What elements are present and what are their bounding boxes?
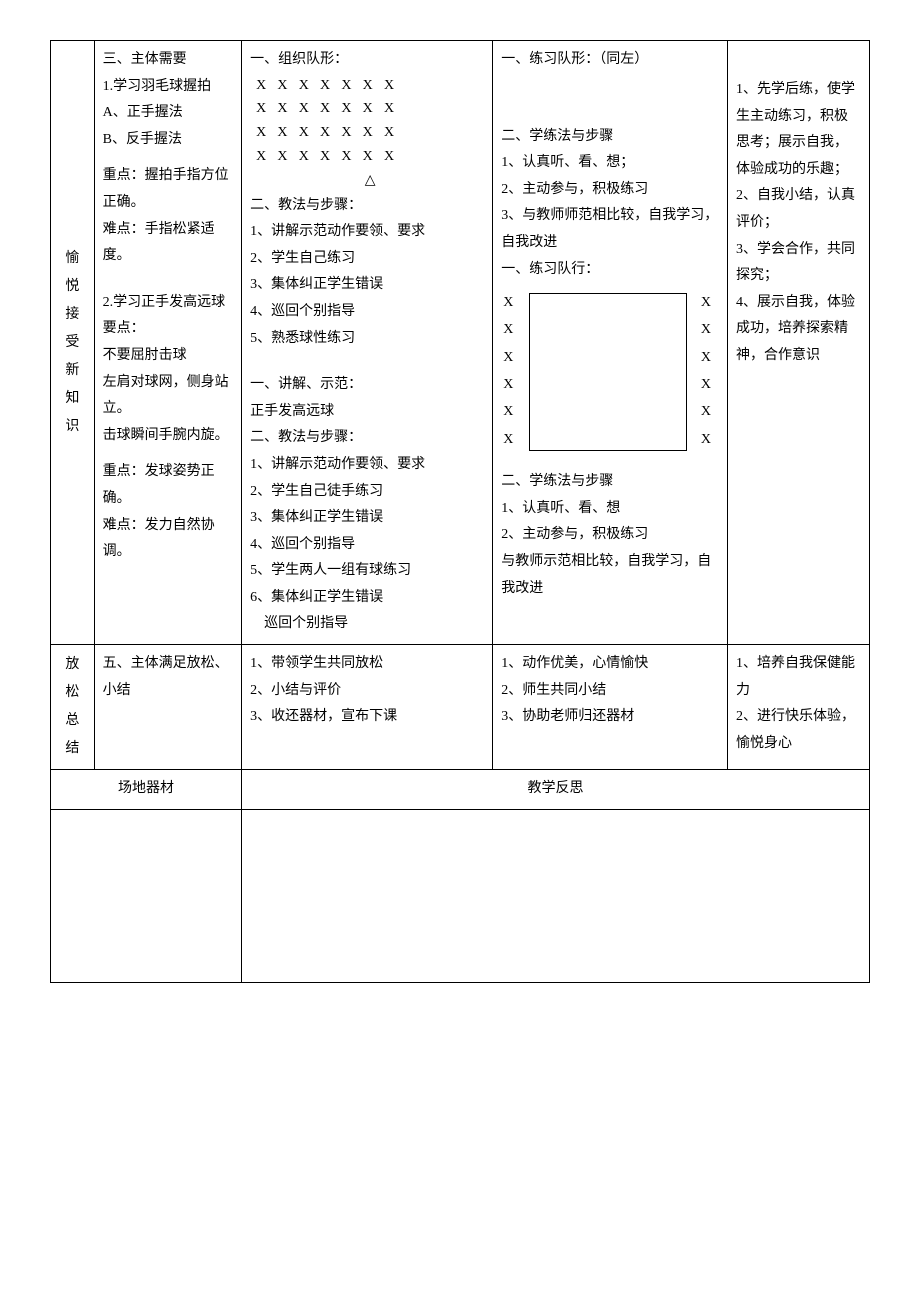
m1-u6b: 巡回个别指导 [250,611,484,638]
pair-right-col: X X X X X X [701,289,711,453]
r2m1-s1: 1、带领学生共同放松 [250,651,484,678]
m2-u2: 2、主动参与，积极练习 [501,522,719,549]
content-p2d: 击球瞬间手腕内旋。 [103,423,233,450]
pair-left-col: X X X X X X [503,289,513,453]
m1-u6: 6、集体纠正学生错误 [250,585,484,612]
row-relaxation: 放松总结 五、主体满足放松、小结 1、带领学生共同放松 2、小结与评价 3、收还… [51,645,870,770]
r2m2-s3: 3、协助老师归还器材 [501,704,719,731]
m1-u5: 5、学生两人一组有球练习 [250,558,484,585]
footer-right-header: 教学反思 [242,770,870,810]
m2-u1: 1、认真听、看、想 [501,496,719,523]
xr2: X [701,316,711,343]
m2-t1: 一、练习队形：（同左） [501,47,719,74]
m2-s1: 1、认真听、看、想； [501,150,719,177]
notes-cell-1: 1、先学后练，使学生主动练习，积极思考；展示自我，体验成功的乐趣； 2、自我小结… [728,41,870,645]
content2: 五、主体满足放松、小结 [103,651,233,704]
stage-text-1: 愉悦接受新知识 [65,245,79,441]
m1-u4: 4、巡回个别指导 [250,532,484,559]
x2: X [503,316,513,343]
content-p2a: 要点： [103,316,233,343]
footer-blank-row [51,809,870,982]
m1-s4: 4、巡回个别指导 [250,299,484,326]
m1-u3: 3、集体纠正学生错误 [250,505,484,532]
stage-text-2: 放松总结 [65,651,79,763]
r2m1-s3: 3、收还器材，宣布下课 [250,704,484,731]
method1-cell-1: 一、组织队形： XXXXXXX XXXXXXX XXXXXXX XXXXXXX … [242,41,493,645]
content-pB: B、反手握法 [103,127,233,154]
lesson-plan-table: 愉悦接受新知识 三、主体需要 1.学习羽毛球握拍 A、正手握法 B、反手握法 重… [50,40,870,983]
m1-s1: 1、讲解示范动作要领、要求 [250,219,484,246]
method2-cell-1: 一、练习队形：（同左） 二、学练法与步骤 1、认真听、看、想； 2、主动参与，积… [493,41,728,645]
x6: X [503,426,513,453]
content-p1: 1.学习羽毛球握拍 [103,74,233,101]
xr5: X [701,398,711,425]
content-h3: 三、主体需要 [103,47,233,74]
note4: 4、展示自我，体验成功，培养探索精神，合作意识 [736,290,861,370]
m2-u3: 与教师示范相比较，自我学习，自我改进 [501,549,719,602]
m1-u1: 1、讲解示范动作要领、要求 [250,452,484,479]
page: 愉悦接受新知识 三、主体需要 1.学习羽毛球握拍 A、正手握法 B、反手握法 重… [50,40,870,983]
m1-s5: 5、熟悉球性练习 [250,326,484,353]
notes-cell-2: 1、培养自我保健能力 2、进行快乐体验，愉悦身心 [728,645,870,770]
content-kpt1b: 难点：手指松紧适度。 [103,217,233,270]
r2n1: 1、培养自我保健能力 [736,651,861,704]
m1-u2: 2、学生自己徒手练习 [250,479,484,506]
content-kpt2a: 重点：发球姿势正确。 [103,459,233,512]
m1-t3: 一、讲解、示范： [250,372,484,399]
xr4: X [701,371,711,398]
r2n2: 2、进行快乐体验，愉悦身心 [736,704,861,757]
stage-label-2: 放松总结 [51,645,95,770]
m1-s2: 2、学生自己练习 [250,246,484,273]
m1-t1: 一、组织队形： [250,47,484,74]
x-row-4: XXXXXXX [256,145,484,169]
m1-t3a: 正手发高远球 [250,399,484,426]
row-main-learning: 愉悦接受新知识 三、主体需要 1.学习羽毛球握拍 A、正手握法 B、反手握法 重… [51,41,870,645]
content-kpt1a: 重点：握拍手指方位正确。 [103,163,233,216]
method2-cell-2: 1、动作优美，心情愉快 2、师生共同小结 3、协助老师归还器材 [493,645,728,770]
content-cell-2: 五、主体满足放松、小结 [94,645,241,770]
method1-cell-2: 1、带领学生共同放松 2、小结与评价 3、收还器材，宣布下课 [242,645,493,770]
footer-left-blank [51,809,242,982]
content-p2: 2.学习正手发高远球 [103,290,233,317]
m2-t2: 二、学练法与步骤 [501,124,719,151]
stage-label-1: 愉悦接受新知识 [51,41,95,645]
m2-t4: 二、学练法与步骤 [501,469,719,496]
x-row-3: XXXXXXX [256,121,484,145]
xr3: X [701,344,711,371]
x5: X [503,398,513,425]
x1: X [503,289,513,316]
pair-formation: X X X X X X X X X X X X [501,289,719,459]
x4: X [503,371,513,398]
content-pA: A、正手握法 [103,100,233,127]
m2-t3: 一、练习队行： [501,257,719,284]
content-cell-1: 三、主体需要 1.学习羽毛球握拍 A、正手握法 B、反手握法 重点：握拍手指方位… [94,41,241,645]
content-kpt2b: 难点：发力自然协调。 [103,513,233,566]
footer-header-row: 场地器材 教学反思 [51,770,870,810]
note2: 2、自我小结，认真评价； [736,183,861,236]
r2m2-s1: 1、动作优美，心情愉快 [501,651,719,678]
m1-s3: 3、集体纠正学生错误 [250,272,484,299]
xr6: X [701,426,711,453]
xr1: X [701,289,711,316]
m2-s2: 2、主动参与，积极练习 [501,177,719,204]
m1-t4: 二、教法与步骤： [250,425,484,452]
m2-s3: 3、与教师师范相比较，自我学习，自我改进 [501,203,719,256]
footer-right-blank [242,809,870,982]
content-p2b: 不要屈肘击球 [103,343,233,370]
formation-grid: XXXXXXX XXXXXXX XXXXXXX XXXXXXX △ [250,74,484,193]
teacher-triangle: △ [256,169,484,193]
x-row-2: XXXXXXX [256,97,484,121]
x3: X [503,344,513,371]
note3: 3、学会合作，共同探究； [736,237,861,290]
footer-left-header: 场地器材 [51,770,242,810]
content-p2c: 左肩对球网，侧身站立。 [103,370,233,423]
r2m2-s2: 2、师生共同小结 [501,678,719,705]
pair-court-box [529,293,687,451]
x-row-1: XXXXXXX [256,74,484,98]
note1: 1、先学后练，使学生主动练习，积极思考；展示自我，体验成功的乐趣； [736,77,861,183]
m1-t2: 二、教法与步骤： [250,193,484,220]
r2m1-s2: 2、小结与评价 [250,678,484,705]
